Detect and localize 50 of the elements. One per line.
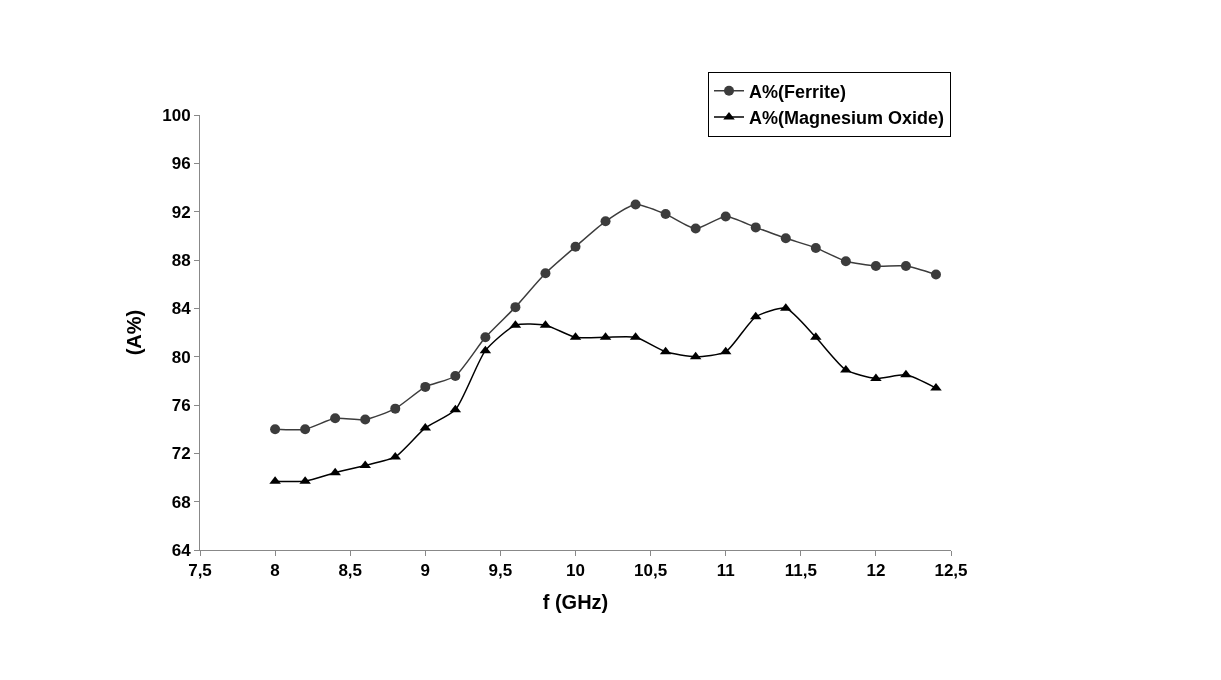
y-tick-label: 64 [171,540,192,560]
point [780,233,791,244]
x-tick-label: 8 [270,561,280,581]
point [900,369,912,378]
point [720,211,731,222]
legend-label: A%(Magnesium Oxide) [749,108,945,129]
y-tick-label: 76 [171,395,191,415]
point [750,222,761,233]
point [690,223,701,234]
point [540,268,551,279]
x-tick-label: 11,5 [784,561,817,581]
y-axis-title: (A%) [122,309,145,356]
point [930,269,941,280]
point [810,242,821,253]
y-tick-label: 92 [171,202,191,222]
x-tick-label: 11 [716,561,735,581]
y-tick-label: 88 [171,250,191,270]
point [270,424,281,435]
y-tick-label: 68 [171,492,191,512]
point [300,424,311,435]
point [510,302,521,313]
x-axis-title: f (GHz) [542,590,609,613]
point [329,467,341,476]
point [330,413,341,424]
x-tick-label: 10,5 [634,561,668,581]
point [660,209,671,220]
legend-label: A%(Ferrite) [749,81,847,102]
point [600,216,611,227]
x-tick-label: 9 [420,561,431,581]
point [570,241,581,252]
y-tick-label: 84 [171,299,192,319]
point [480,332,491,343]
y-tick-label: 100 [162,105,191,125]
y-tick-label: 80 [171,347,191,367]
x-tick-label: 12 [866,561,886,581]
point [900,261,911,272]
point [390,403,401,414]
point [450,371,461,381]
point [840,256,851,267]
point [870,261,881,272]
point [420,381,431,392]
x-tick-label: 10 [566,561,585,581]
x-tick-label: 8,5 [338,561,363,581]
y-tick-label: 72 [171,444,191,464]
x-tick-label: 12,5 [934,561,968,581]
point [360,414,371,425]
point [630,199,641,210]
y-tick-label: 96 [171,154,191,174]
x-tick-label: 7,5 [188,561,212,581]
x-tick-label: 9,5 [488,561,513,581]
